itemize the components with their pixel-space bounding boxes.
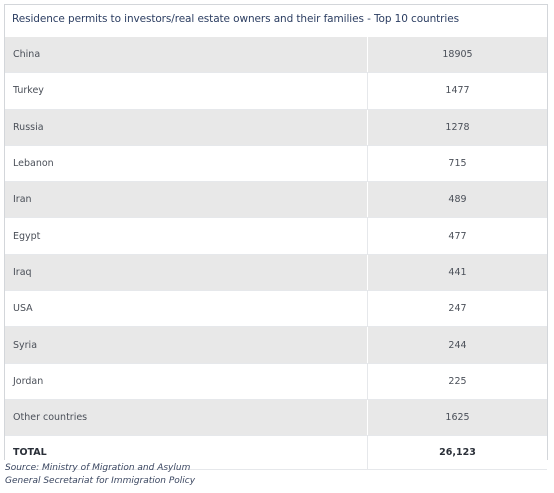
table-body: China 18905 Turkey 1477 Russia 1278 Lebanon 715… — [5, 37, 547, 471]
total-label: TOTAL — [5, 435, 368, 471]
value-cell: 715 — [367, 145, 547, 183]
value-cell: 489 — [367, 181, 547, 219]
source-line-1: Source: Ministry of Migration and Asylum — [5, 463, 191, 473]
table-row: China 18905 — [5, 37, 547, 74]
table-row: Russia 1278 — [5, 109, 547, 146]
table-row: Egypt 477 — [5, 217, 547, 255]
table-row: Turkey 1477 — [5, 72, 547, 110]
value-cell: 225 — [367, 363, 547, 400]
country-cell: Syria — [5, 326, 368, 364]
table-row: Iraq 441 — [5, 254, 547, 292]
table-title: Residence permits to investors/real esta… — [12, 13, 459, 25]
permits-table: China 18905 Turkey 1477 Russia 1278 Lebanon 715… — [5, 37, 547, 471]
table-row: Iran 489 — [5, 181, 547, 219]
country-cell: Iran — [5, 181, 368, 219]
country-cell: Egypt — [5, 217, 368, 255]
country-cell: Lebanon — [5, 145, 368, 183]
value-cell: 247 — [367, 290, 547, 328]
value-cell: 1477 — [367, 72, 547, 110]
source-line-2: General Secretariat for Immigration Poli… — [5, 476, 196, 486]
country-cell: Other countries — [5, 399, 368, 437]
table-row: Jordan 225 — [5, 363, 547, 400]
permits-table-frame: Residence permits to investors/real esta… — [4, 4, 548, 471]
table-row: Other countries 1625 — [5, 399, 547, 437]
country-cell: Turkey — [5, 72, 368, 110]
value-cell: 1625 — [367, 399, 547, 437]
table-row: Lebanon 715 — [5, 145, 547, 183]
value-cell: 18905 — [367, 37, 547, 74]
country-cell: USA — [5, 290, 368, 328]
country-cell: Russia — [5, 109, 368, 146]
value-cell: 244 — [367, 326, 547, 364]
country-cell: Iraq — [5, 254, 368, 292]
total-value: 26,123 — [367, 435, 547, 471]
source-note: Source: Ministry of Migration and Asylum… — [5, 462, 195, 488]
table-row: Syria 244 — [5, 326, 547, 364]
total-row: TOTAL 26,123 — [5, 435, 547, 471]
country-cell: China — [5, 37, 368, 74]
value-cell: 441 — [367, 254, 547, 292]
table-row: USA 247 — [5, 290, 547, 328]
value-cell: 1278 — [367, 109, 547, 146]
value-cell: 477 — [367, 217, 547, 255]
country-cell: Jordan — [5, 363, 368, 400]
